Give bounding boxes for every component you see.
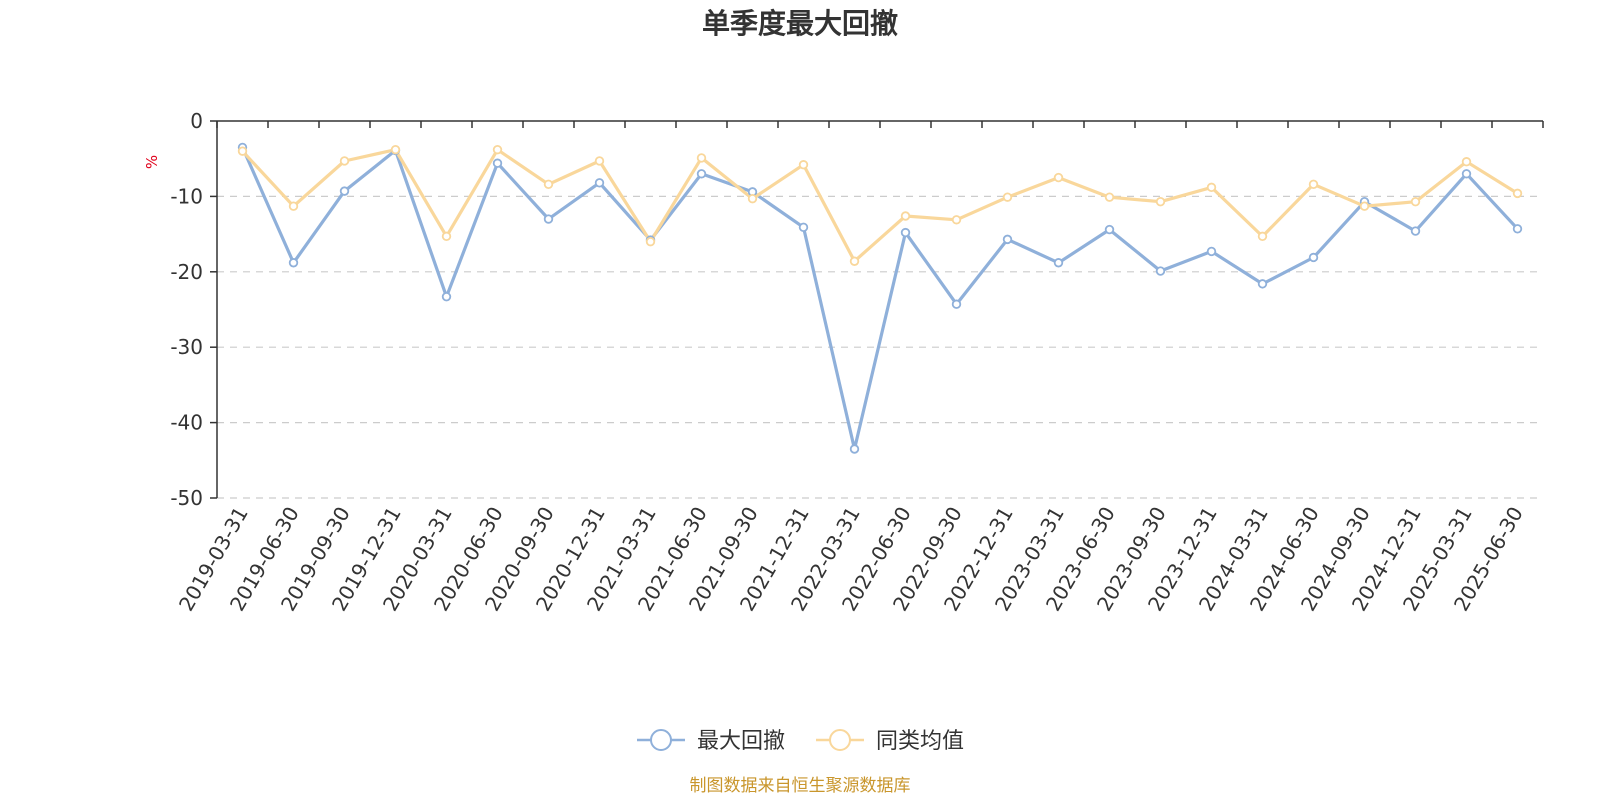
data-point	[441, 291, 452, 302]
data-point	[543, 179, 554, 190]
data-point	[1257, 279, 1268, 289]
data-point	[798, 160, 809, 170]
legend-marker[interactable]	[650, 729, 672, 751]
y-axis-unit: %	[143, 155, 161, 169]
data-point	[1104, 192, 1115, 202]
data-point	[900, 227, 911, 238]
data-point	[492, 158, 503, 168]
series-line	[241, 146, 1519, 451]
data-point	[849, 444, 860, 454]
data-point	[594, 178, 605, 188]
data-point	[951, 215, 962, 225]
data-point	[1257, 231, 1268, 242]
data-point	[1206, 182, 1217, 193]
data-point	[1155, 196, 1166, 207]
data-point	[492, 144, 503, 155]
data-point	[1053, 172, 1064, 183]
chart-title: 单季度最大回撤	[702, 7, 898, 40]
data-point	[1053, 258, 1064, 268]
data-point	[1002, 234, 1013, 245]
data-point	[441, 231, 452, 242]
data-point	[696, 169, 707, 179]
series-lines	[237, 142, 1523, 454]
data-point	[951, 299, 962, 309]
y-tick-label: 0	[190, 109, 203, 133]
legend-marker[interactable]	[829, 729, 851, 751]
axes: 0-10-20-30-40-502019-03-312019-06-302019…	[170, 109, 1544, 615]
data-point	[594, 156, 605, 166]
y-tick-label: -50	[170, 486, 203, 510]
data-point	[1410, 196, 1421, 207]
data-point	[900, 211, 911, 221]
y-tick-label: -40	[170, 411, 203, 435]
data-point	[1206, 246, 1217, 257]
data-point	[645, 236, 656, 247]
data-point	[1512, 224, 1523, 234]
data-point	[1461, 169, 1472, 179]
data-point	[390, 144, 401, 155]
legend-label[interactable]: 最大回撤	[697, 729, 785, 754]
data-point	[798, 222, 809, 233]
y-tick-label: -20	[170, 260, 203, 284]
series-line	[241, 148, 1519, 263]
legend: 最大回撤 同类均值	[637, 729, 964, 754]
data-point	[1410, 226, 1421, 236]
data-point	[1308, 252, 1319, 263]
data-point	[747, 193, 758, 204]
data-point	[339, 186, 350, 196]
y-tick-label: -10	[170, 184, 203, 208]
data-point	[288, 258, 299, 268]
data-point	[1104, 224, 1115, 235]
data-point	[696, 153, 707, 163]
data-point	[288, 201, 299, 211]
data-point	[1512, 188, 1523, 199]
data-point	[1461, 157, 1472, 167]
data-point	[1359, 201, 1370, 211]
data-point	[1308, 179, 1319, 190]
data-point	[339, 156, 350, 166]
data-point	[1002, 192, 1013, 202]
y-tick-label: -30	[170, 335, 203, 359]
data-point	[849, 256, 860, 266]
legend-label[interactable]: 同类均值	[876, 729, 964, 754]
data-point	[543, 214, 554, 224]
data-point	[237, 146, 248, 156]
data-source-note: 制图数据来自恒生聚源数据库	[690, 776, 911, 796]
data-point	[1155, 266, 1166, 276]
